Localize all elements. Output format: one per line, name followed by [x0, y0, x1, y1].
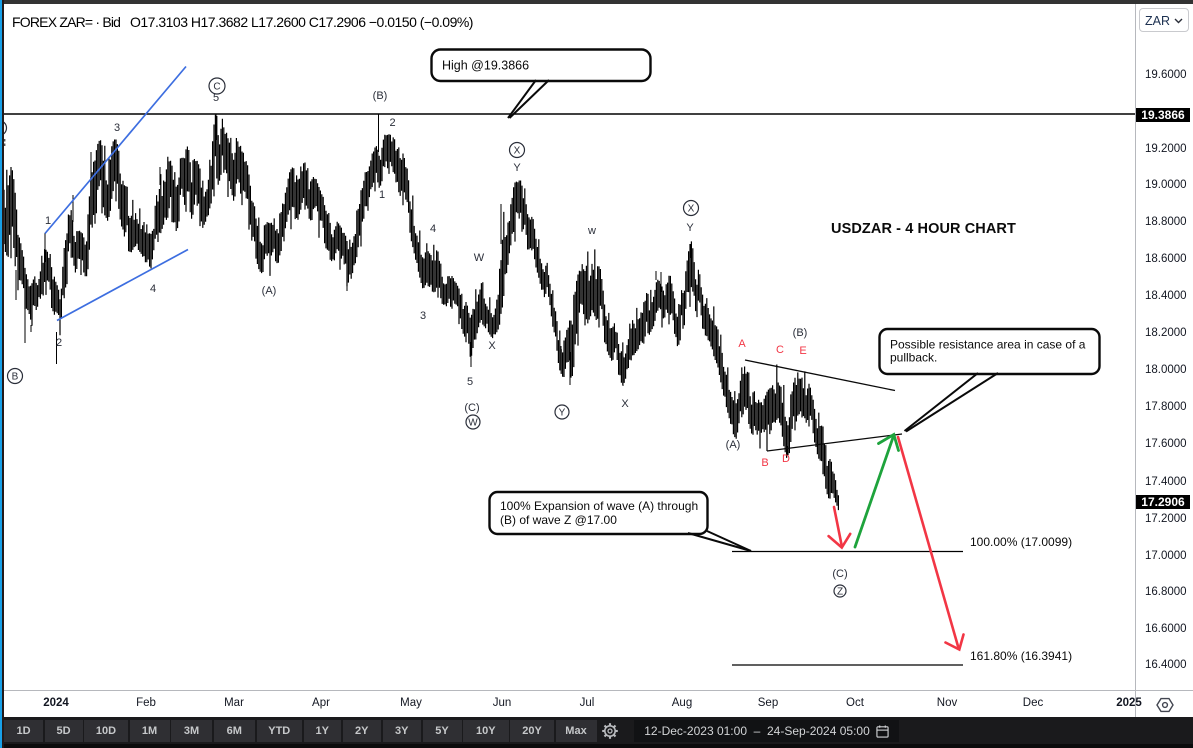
svg-text:1: 1: [45, 215, 51, 227]
svg-text:1: 1: [379, 189, 385, 201]
svg-text:Y: Y: [559, 408, 566, 419]
svg-text:(C): (C): [464, 402, 479, 414]
svg-text:4: 4: [150, 283, 156, 295]
svg-text:(A): (A): [262, 285, 277, 297]
svg-text:(B) of wave Z @17.00: (B) of wave Z @17.00: [500, 513, 617, 527]
svg-text:Y: Y: [513, 162, 521, 174]
svg-text:W: W: [468, 418, 478, 429]
svg-text:C: C: [776, 344, 784, 356]
svg-text:5: 5: [213, 92, 219, 104]
svg-text:(A): (A): [726, 439, 741, 451]
svg-text:161.80% (16.3941): 161.80% (16.3941): [970, 649, 1072, 663]
svg-text:3: 3: [420, 310, 426, 322]
svg-text:5: 5: [467, 376, 473, 388]
svg-text:X: X: [514, 146, 521, 157]
svg-text:B: B: [761, 457, 768, 469]
svg-text:2: 2: [56, 337, 62, 349]
svg-text:B: B: [12, 372, 19, 383]
svg-text:3: 3: [114, 122, 120, 134]
svg-text:Possible resistance area in ca: Possible resistance area in case of a: [890, 338, 1086, 352]
svg-text:2: 2: [389, 117, 395, 129]
svg-text:Z: Z: [837, 587, 843, 598]
svg-text:X: X: [488, 340, 496, 352]
svg-text:100% Expansion of wave (A) thr: 100% Expansion of wave (A) through: [500, 499, 698, 513]
svg-text:pullback.: pullback.: [890, 351, 937, 365]
svg-text:High @19.3866: High @19.3866: [442, 59, 529, 73]
svg-text:(B): (B): [793, 327, 808, 339]
svg-text:X: X: [688, 204, 695, 215]
svg-text:D: D: [782, 453, 790, 465]
svg-text:4: 4: [430, 223, 436, 235]
svg-text:100.00% (17.0099): 100.00% (17.0099): [970, 535, 1072, 549]
svg-text:C: C: [213, 82, 220, 93]
svg-text:Y: Y: [686, 222, 694, 234]
svg-text:USDZAR - 4 HOUR CHART: USDZAR - 4 HOUR CHART: [831, 221, 1016, 237]
svg-text:W: W: [474, 252, 485, 264]
svg-text:X: X: [621, 398, 629, 410]
svg-text:(B): (B): [373, 90, 388, 102]
svg-text:w: w: [587, 225, 596, 237]
svg-text:E: E: [799, 345, 806, 357]
svg-text:A: A: [738, 338, 746, 350]
svg-text:(C): (C): [832, 568, 847, 580]
